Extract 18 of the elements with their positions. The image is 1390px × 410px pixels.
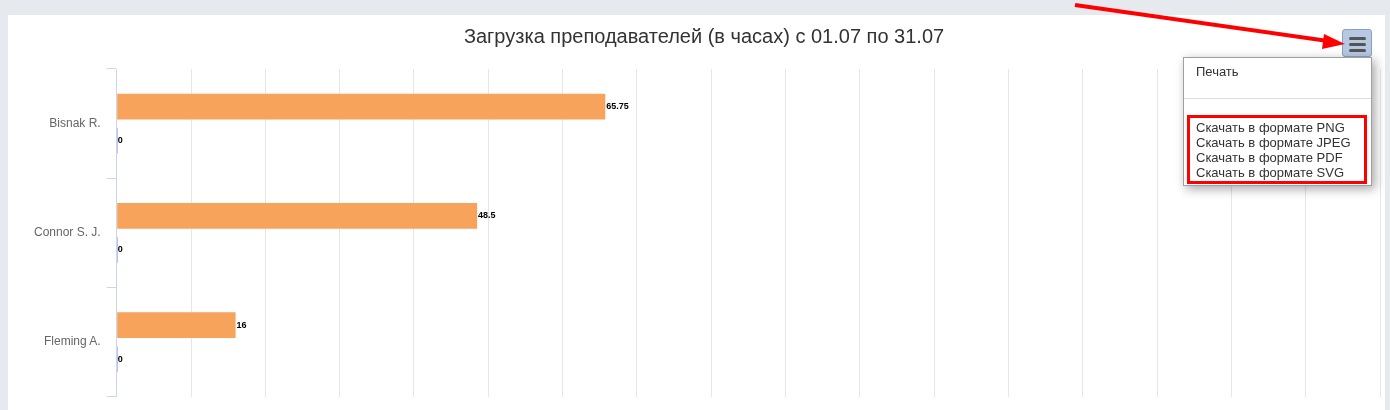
bar <box>117 312 236 339</box>
data-label: 16 <box>236 319 247 330</box>
y-tick-label: Fleming A. <box>43 334 101 349</box>
annotation: Скачать в формате JPEG <box>1196 135 1351 150</box>
data-label: 65.75 <box>606 101 629 112</box>
bar <box>117 93 606 120</box>
annotation: Скачать в формате PNG <box>1196 120 1345 135</box>
data-label: 0 <box>117 135 123 146</box>
annotation: Скачать в формате SVG <box>1196 165 1345 180</box>
chart-title: Загрузка преподавателей (в часах) с 01.07 по 31.07 <box>463 24 945 47</box>
data-label: 48.5 <box>478 210 496 221</box>
y-tick-label: Bisnak R. <box>49 115 101 130</box>
data-label: 0 <box>117 244 123 255</box>
annotation: Печать <box>1196 64 1239 79</box>
y-tick-label: Connor S. J. <box>33 225 101 240</box>
bar <box>117 203 478 229</box>
data-label: 0 <box>117 353 123 364</box>
annotation: Скачать в формате PDF <box>1196 150 1343 165</box>
